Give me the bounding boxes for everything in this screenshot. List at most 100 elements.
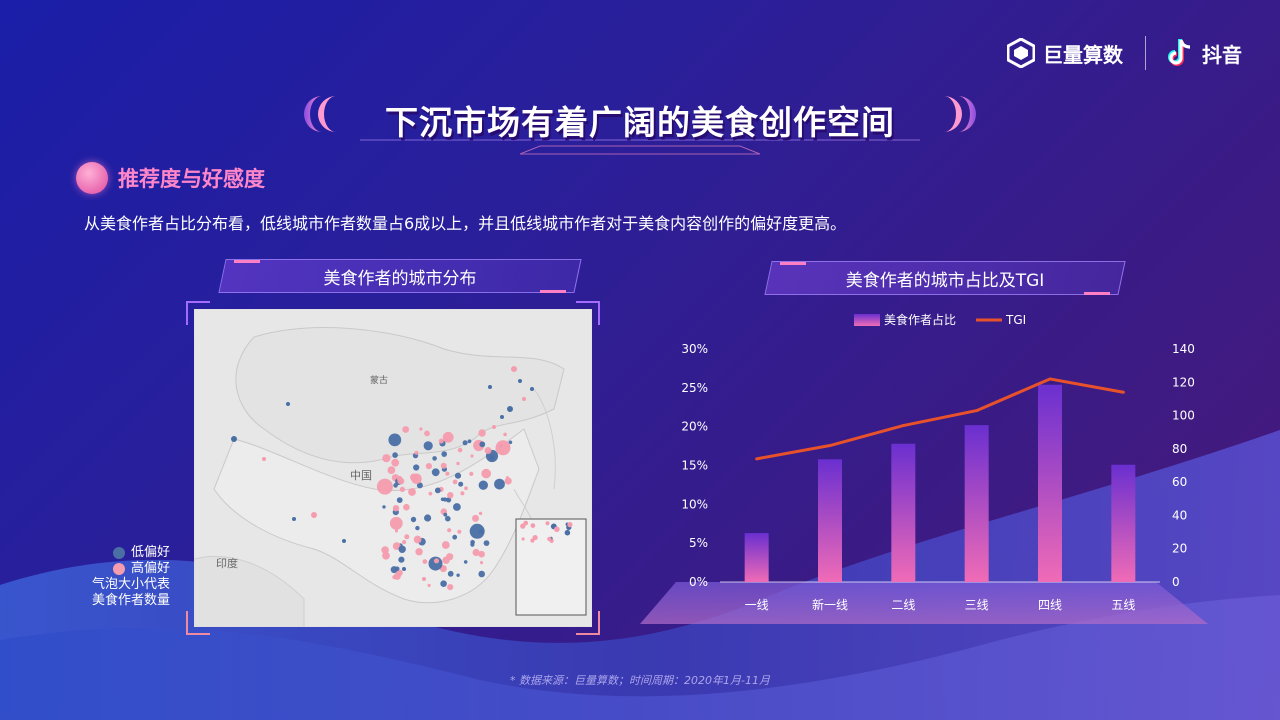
city-bubble	[423, 441, 433, 451]
city-bubble	[452, 479, 458, 485]
city-bubble	[445, 471, 450, 476]
city-bubble	[492, 425, 496, 429]
x-tick-label: 三线	[965, 598, 989, 612]
city-bubble	[457, 447, 463, 453]
chart-panel-title-text: 美食作者的城市占比及TGI	[845, 270, 1045, 291]
city-distribution-map: 蒙古 中国 印度	[194, 309, 592, 627]
city-bubble	[408, 488, 416, 496]
y-left-tick-label: 30%	[681, 342, 708, 356]
legend-size-note-1: 气泡大小代表	[92, 577, 171, 592]
city-bubble	[530, 387, 534, 391]
x-tick-label: 二线	[891, 598, 915, 612]
city-bubble	[398, 545, 406, 553]
footnote: * 数据来源：巨量算数；时间周期：2020年1月-11月	[510, 674, 770, 687]
city-bubble	[518, 379, 522, 383]
brand-douyin-name: 抖音	[1202, 42, 1242, 67]
city-bubble	[446, 497, 452, 503]
city-bubble	[494, 478, 505, 490]
city-bubble	[392, 542, 401, 550]
y-left-tick-label: 10%	[681, 497, 708, 511]
city-bubble	[440, 462, 447, 469]
city-bubble	[488, 385, 492, 389]
legend-low: 低偏好	[92, 545, 170, 561]
bar-新一线	[818, 459, 842, 582]
city-bubble	[442, 431, 454, 443]
legend-high: 高偏好	[92, 561, 170, 577]
bar-一线	[744, 533, 769, 582]
city-bubble	[428, 491, 433, 496]
chart-panel-title: 美食作者的城市占比及TGI	[764, 261, 1126, 295]
city-bubble	[478, 511, 483, 516]
city-bubble	[424, 514, 432, 522]
city-bubble	[262, 457, 266, 461]
x-tick-label: 新一线	[812, 597, 848, 612]
city-bubble	[231, 436, 237, 442]
city-bubble	[505, 476, 509, 480]
map-panel-title: 美食作者的城市分布	[218, 259, 582, 293]
city-bubble	[388, 486, 393, 490]
city-bubble	[388, 433, 402, 447]
city-bubble	[394, 566, 400, 572]
tgi-line	[756, 377, 1124, 461]
city-bubble	[392, 505, 400, 512]
city-bubble	[454, 472, 462, 479]
tgi-point	[828, 444, 832, 448]
brand-divider	[1145, 36, 1146, 70]
legend-low-label: 低偏好	[131, 545, 171, 560]
city-bubble	[511, 366, 517, 372]
city-bubble	[464, 486, 468, 491]
city-bubble	[414, 450, 419, 455]
city-bubble	[389, 516, 403, 530]
brand-douyin: 抖音	[1168, 38, 1242, 68]
city-bubble	[402, 426, 410, 433]
city-bubble	[392, 452, 398, 458]
tgi-line-series	[755, 377, 1125, 461]
map-frame: 蒙古 中国 印度	[186, 301, 600, 635]
city-bubble	[447, 528, 452, 533]
city-bubble	[472, 514, 479, 522]
city-bubble	[452, 534, 458, 540]
city-bubble	[479, 561, 484, 565]
chart-legend: 美食作者占比 TGI	[854, 312, 1026, 327]
y-right-tick-label: 60	[1172, 475, 1187, 489]
city-bubble	[462, 440, 468, 446]
city-bubble	[434, 487, 441, 494]
y-right-tick-label: 80	[1172, 442, 1187, 456]
bar-series	[744, 384, 1136, 582]
city-bubble	[413, 464, 420, 471]
legend-bar-label: 美食作者占比	[884, 312, 956, 327]
city-bubble	[382, 505, 386, 509]
y-left-tick-label: 0%	[689, 575, 708, 589]
legend-line-label: TGI	[1005, 313, 1026, 327]
map-label-mongolia: 蒙古	[370, 374, 388, 386]
city-bubble	[424, 430, 430, 437]
city-bubble	[478, 570, 486, 578]
city-bubble	[415, 548, 423, 556]
tgi-point	[975, 409, 979, 413]
legend-size-note-2: 美食作者数量	[92, 593, 171, 608]
city-bubble	[444, 437, 449, 442]
city-bubble	[478, 550, 485, 558]
section-heading: 推荐度与好感度	[118, 167, 265, 191]
map-panel-title-text: 美食作者的城市分布	[323, 268, 477, 289]
x-tick-label: 五线	[1111, 598, 1135, 612]
city-bubble	[467, 439, 472, 444]
city-bubbles	[231, 366, 534, 591]
city-bubble	[398, 556, 405, 563]
city-bubble	[522, 397, 526, 401]
city-bubble	[419, 427, 423, 431]
page-title: 下沉市场有着广阔的美食创作空间	[385, 103, 895, 142]
city-bubble	[432, 456, 437, 461]
city-bubble	[478, 480, 488, 490]
city-bubble	[399, 486, 405, 492]
map-legend: 低偏好 高偏好 气泡大小代表 美食作者数量	[92, 545, 170, 609]
y-right-tick-label: 100	[1172, 409, 1195, 423]
bar-五线	[1111, 464, 1136, 582]
city-bubble	[431, 468, 440, 477]
x-axis-ticks: 一线 新一线 二线 三线 四线 五线	[745, 597, 1136, 612]
inset-bubble	[532, 534, 538, 541]
city-bubble	[441, 451, 447, 457]
city-bubble	[504, 477, 512, 485]
high-preference-dot-icon	[113, 563, 125, 575]
tgi-point	[1048, 377, 1052, 381]
